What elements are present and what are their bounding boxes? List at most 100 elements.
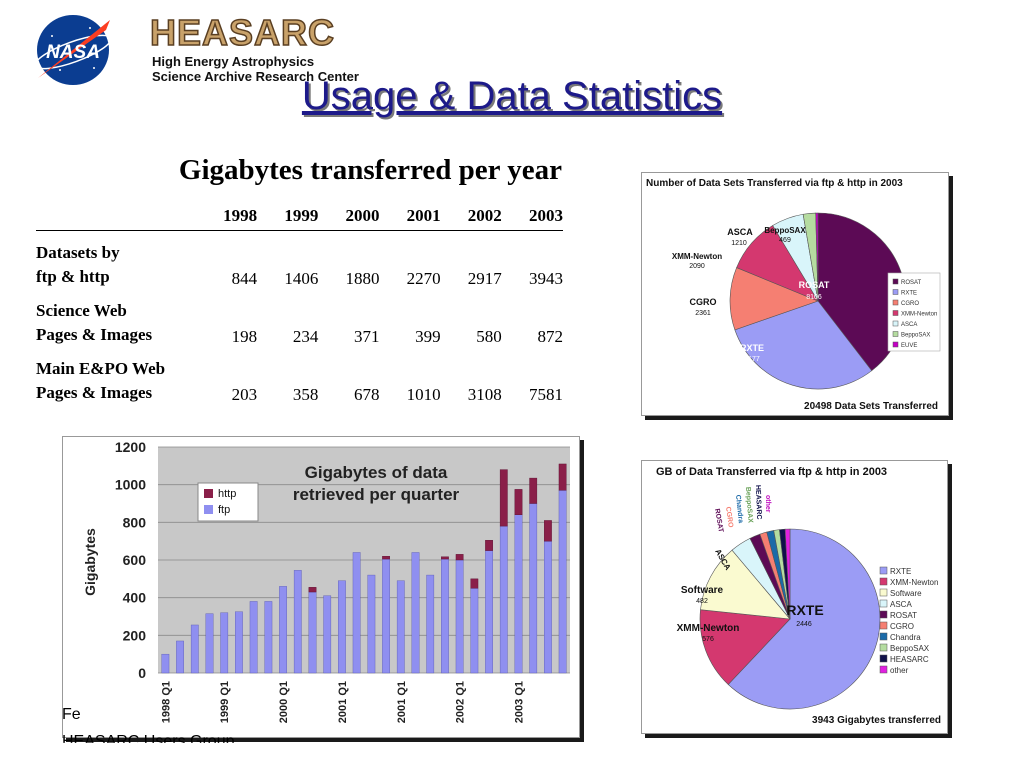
pie2-label-beppo: BeppoSAX bbox=[744, 487, 754, 524]
table-header-year: 2000 bbox=[318, 204, 380, 231]
x-tick-label: 2000 Q1 bbox=[278, 681, 290, 723]
bar-ftp bbox=[455, 559, 464, 674]
legend-swatch bbox=[892, 331, 899, 337]
pie1-value-beppo: 469 bbox=[779, 237, 791, 244]
pie-slice-software bbox=[700, 549, 791, 620]
bar-http bbox=[441, 556, 449, 560]
pie-slice-cgro bbox=[729, 267, 819, 331]
table-row: Datasets by ftp & http 844 1406 1880 2270… bbox=[36, 241, 563, 289]
pie1-value-asca: 1210 bbox=[731, 240, 747, 247]
legend-item: BeppoSAX bbox=[901, 333, 930, 339]
table-cell: 3943 bbox=[529, 269, 563, 288]
bar-http bbox=[308, 587, 317, 593]
legend-swatch bbox=[879, 632, 888, 641]
org-line2: Science Archive Research Center bbox=[152, 69, 359, 84]
bar-http bbox=[382, 556, 390, 560]
bar-ftp bbox=[279, 586, 287, 674]
legend-item: ROSAT bbox=[901, 280, 922, 286]
table-header-year: 2002 bbox=[440, 204, 502, 231]
org-line1: High Energy Astrophysics bbox=[152, 54, 315, 69]
legend-item: CGRO bbox=[901, 301, 919, 307]
bar-ftp bbox=[264, 601, 273, 674]
table-cell: 678 bbox=[353, 385, 380, 404]
x-tick-label: 1999 Q1 bbox=[219, 681, 231, 723]
bar-ftp bbox=[396, 580, 405, 674]
table-cell: 2270 bbox=[406, 269, 441, 288]
table-cell: 1406 bbox=[284, 269, 319, 288]
legend-swatch bbox=[892, 299, 899, 306]
table-cell: 198 bbox=[231, 327, 258, 346]
legend-swatch bbox=[879, 588, 888, 597]
table-cell: 1010 bbox=[406, 385, 441, 404]
bar-ftp bbox=[161, 653, 170, 674]
bar-ftp bbox=[558, 490, 567, 674]
table-header-blank bbox=[36, 204, 196, 231]
table-cell: 203 bbox=[231, 385, 258, 404]
x-tick-label: 2003 Q1 bbox=[514, 681, 526, 723]
x-tick-label: 2001 Q1 bbox=[396, 681, 408, 723]
legend-swatch bbox=[879, 577, 888, 586]
legend-swatch bbox=[892, 278, 899, 285]
legend-swatch bbox=[879, 566, 888, 575]
bar-legend: http ftp bbox=[197, 482, 259, 522]
table-cell: 358 bbox=[292, 385, 319, 404]
legend-swatch bbox=[892, 320, 899, 327]
table-row: Main E&PO Web Pages & Images 203 358 678 … bbox=[36, 357, 563, 405]
y-tick-label: 600 bbox=[123, 552, 147, 568]
table-header-year: 1998 bbox=[196, 204, 258, 231]
bar-legend-http-swatch bbox=[204, 489, 213, 498]
pie2-label-heasarc: HEASARC bbox=[754, 485, 762, 520]
pie-slice-euve bbox=[815, 212, 819, 302]
pie2-total-label: 3943 Gigabytes transferred bbox=[812, 715, 941, 726]
bar-ftp bbox=[382, 558, 390, 674]
table-header-year: 1999 bbox=[257, 204, 319, 231]
legend-item: EUVE bbox=[901, 343, 917, 349]
datasets-pie-chart: Number of Data Sets Transferred via ftp … bbox=[646, 178, 941, 412]
bar-ylabel: Gigabytes bbox=[82, 528, 98, 596]
table-cell: 399 bbox=[415, 327, 441, 346]
bar-ftp bbox=[367, 574, 376, 674]
legend-item: ROSAT bbox=[890, 611, 917, 620]
bar-http bbox=[514, 489, 523, 515]
legend-swatch bbox=[879, 643, 888, 652]
bar-ftp bbox=[426, 574, 435, 674]
bar-http bbox=[485, 540, 493, 551]
bar-http bbox=[544, 520, 552, 542]
bar-http bbox=[455, 554, 464, 561]
pie1-value-cgro: 2361 bbox=[695, 310, 711, 317]
table-cell: 371 bbox=[353, 327, 380, 346]
row-label: Science Web Pages & Images bbox=[36, 301, 153, 344]
legend-item: ASCA bbox=[890, 600, 912, 609]
pie2-label-software: Software bbox=[681, 585, 724, 596]
nasa-logo: NASA bbox=[30, 8, 116, 88]
pie2-label-xmm: XMM-Newton bbox=[677, 623, 740, 634]
bar-ftp bbox=[441, 558, 449, 674]
pie2-label-rosat: ROSAT bbox=[713, 508, 724, 534]
legend-swatch bbox=[879, 599, 888, 608]
bar-ftp bbox=[190, 624, 199, 674]
pie2-label-other: other bbox=[764, 495, 771, 513]
y-tick-label: 800 bbox=[123, 514, 147, 530]
legend-item: Chandra bbox=[890, 633, 921, 642]
table-header-row: 1998 1999 2000 2001 2002 2003 bbox=[36, 204, 563, 231]
table-cell: 2917 bbox=[467, 269, 502, 288]
legend-swatch bbox=[892, 310, 899, 316]
legend-swatch bbox=[879, 665, 888, 674]
legend-item: XMM-Newton bbox=[901, 312, 937, 318]
pie2-label-cgro: CGRO bbox=[724, 506, 734, 528]
pie1-total-label: 20498 Data Sets Transferred bbox=[804, 401, 938, 412]
bar-ftp bbox=[205, 613, 214, 674]
pie1-value-rxte: 6177 bbox=[744, 356, 760, 363]
pie-slice-rxte bbox=[727, 528, 881, 710]
legend-swatch bbox=[879, 621, 888, 630]
bar-ftp bbox=[220, 612, 229, 674]
y-tick-label: 1200 bbox=[115, 439, 146, 455]
y-tick-label: 0 bbox=[138, 665, 146, 681]
pie-slice-rxte bbox=[734, 300, 873, 390]
legend-item: RXTE bbox=[890, 567, 911, 576]
bar-ftp bbox=[235, 611, 243, 674]
pie2-title: GB of Data Transferred via ftp & http in… bbox=[656, 466, 887, 478]
table-cell: 1880 bbox=[345, 269, 380, 288]
pie2-value-rxte: 2446 bbox=[796, 621, 812, 628]
table-cell: 872 bbox=[537, 327, 564, 346]
